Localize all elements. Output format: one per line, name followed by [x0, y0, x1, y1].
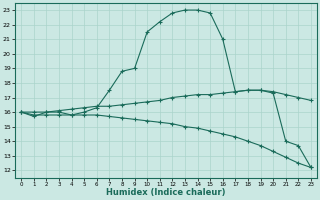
X-axis label: Humidex (Indice chaleur): Humidex (Indice chaleur): [106, 188, 226, 197]
